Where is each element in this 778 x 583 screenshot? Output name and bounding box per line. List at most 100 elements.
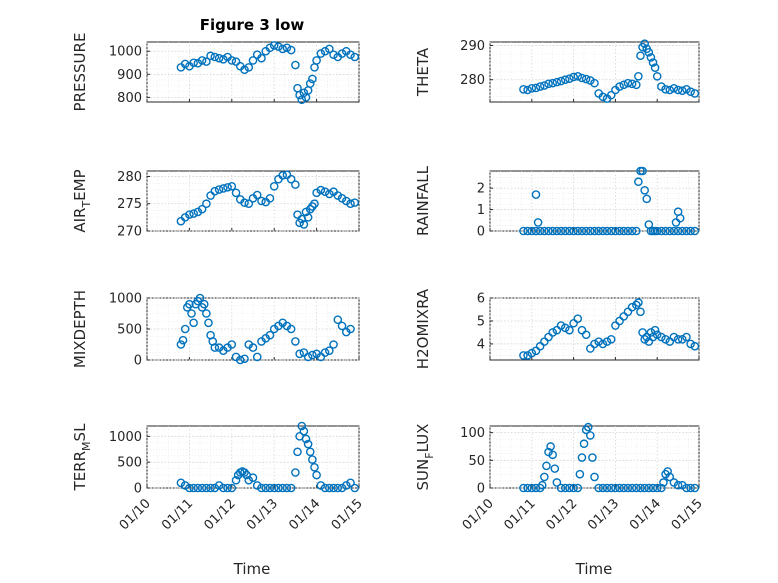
data-point — [293, 210, 302, 219]
data-point — [581, 226, 591, 236]
data-point — [278, 483, 287, 493]
x-tick-label: 01/13 — [244, 496, 281, 533]
data-point — [606, 335, 616, 344]
data-point — [540, 472, 549, 482]
data-point — [690, 89, 700, 98]
data-point — [569, 72, 578, 82]
x-tick-label: 01/15 — [329, 496, 366, 533]
data-point — [640, 39, 649, 49]
data-point — [644, 483, 654, 493]
data-point — [197, 56, 207, 65]
data-point — [523, 226, 532, 236]
data-point — [248, 473, 258, 482]
data-point — [527, 483, 537, 493]
data-point — [602, 226, 612, 236]
data-point — [180, 324, 190, 334]
data-point — [519, 85, 528, 94]
subplot-2: 280 290 THETA — [414, 39, 700, 103]
data-point — [648, 483, 658, 493]
series-markers — [176, 293, 355, 365]
data-point — [565, 226, 574, 236]
data-point — [560, 483, 570, 493]
data-point — [577, 226, 587, 236]
x-tick-label: 01/11 — [502, 496, 539, 533]
y-tick-label: 0 — [477, 225, 485, 240]
data-point — [257, 53, 266, 63]
data-point — [523, 351, 532, 360]
data-point — [320, 483, 330, 493]
subplot-1: 800 900 1000 PRESSURE — [71, 33, 360, 112]
data-point — [325, 346, 334, 356]
data-point — [632, 80, 641, 90]
data-point — [316, 185, 326, 195]
data-point — [185, 299, 194, 309]
data-point — [202, 199, 211, 209]
data-point — [523, 85, 532, 95]
data-point — [341, 481, 351, 490]
data-point — [636, 483, 645, 493]
data-point — [197, 204, 207, 214]
data-point — [240, 198, 249, 207]
data-point — [677, 226, 687, 236]
y-axis-label-main: PRESSURE — [71, 33, 89, 112]
data-point — [312, 56, 321, 65]
y-tick-label: 6 — [477, 292, 485, 307]
data-point — [299, 88, 309, 98]
data-point — [690, 483, 700, 493]
y-axis-label: H2OMIXRA — [414, 288, 432, 369]
data-point — [682, 332, 691, 342]
data-point — [180, 481, 190, 490]
y-tick-label: 280 — [460, 73, 485, 88]
data-point — [189, 483, 198, 493]
data-point — [531, 190, 541, 199]
y-axis-label-main: TERR — [71, 451, 89, 492]
data-point — [227, 181, 237, 191]
data-point — [583, 422, 593, 432]
data-point — [598, 483, 608, 493]
data-point — [556, 321, 566, 330]
data-point — [519, 351, 528, 360]
data-point — [569, 483, 578, 493]
data-point — [533, 218, 543, 227]
y-tick-label: 0 — [477, 482, 485, 497]
series-markers — [519, 39, 700, 103]
data-point — [682, 226, 691, 236]
data-point — [673, 480, 683, 490]
data-point — [291, 60, 300, 70]
data-point — [550, 464, 560, 473]
figure-title: Figure 3 low — [200, 16, 305, 34]
data-point — [673, 226, 683, 236]
data-point — [519, 226, 528, 236]
data-point — [682, 483, 691, 493]
y-axis-label-tail: SL — [71, 423, 89, 442]
y-axis-label-subscript: T — [80, 201, 93, 209]
x-tick-label: 01/14 — [627, 496, 664, 533]
y-tick-label: 500 — [117, 456, 142, 471]
data-point — [552, 77, 562, 87]
data-point — [627, 302, 637, 312]
data-point — [178, 335, 188, 345]
data-point — [581, 330, 591, 340]
y-tick-label: 800 — [117, 91, 142, 106]
data-point — [210, 343, 220, 352]
data-point — [274, 483, 283, 493]
data-point — [252, 352, 262, 362]
data-point — [573, 71, 583, 81]
data-point — [282, 483, 292, 493]
data-point — [661, 85, 670, 94]
data-point — [552, 226, 562, 236]
data-point — [690, 226, 700, 236]
data-point — [669, 332, 679, 342]
data-point — [665, 226, 675, 236]
y-tick-label: 50 — [468, 454, 485, 469]
data-point — [325, 483, 334, 493]
data-point — [556, 483, 566, 493]
data-point — [202, 57, 211, 66]
data-point — [329, 483, 338, 493]
data-point — [227, 340, 237, 349]
data-point — [193, 207, 203, 217]
data-point — [619, 483, 629, 493]
data-point — [235, 355, 245, 365]
data-point — [350, 52, 360, 62]
